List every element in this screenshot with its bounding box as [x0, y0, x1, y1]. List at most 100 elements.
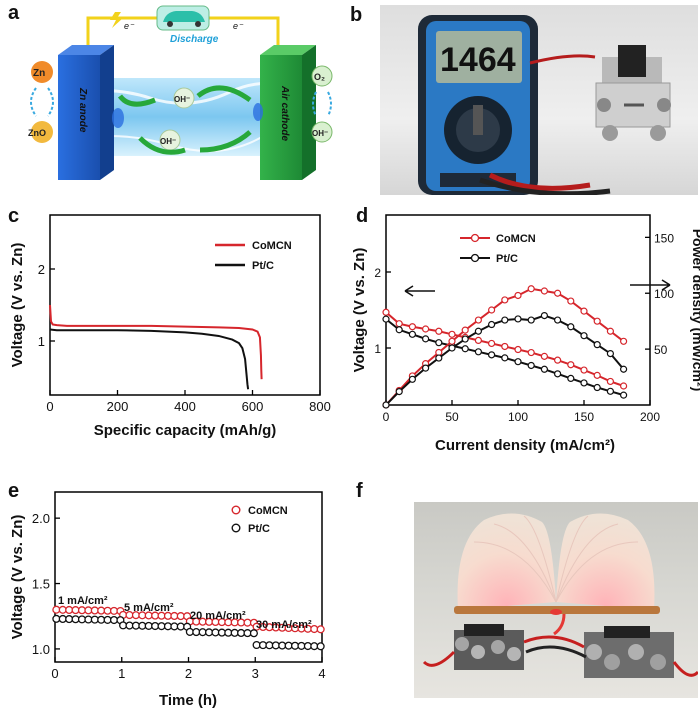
photo-book-lamp	[414, 502, 698, 698]
data-point-d-3-8	[488, 320, 496, 329]
data-point-d-3-17	[606, 349, 614, 358]
x-tick-label-c-0: 0	[46, 399, 53, 414]
legend-marker-e-0	[231, 505, 241, 515]
x-tick-label-e-2: 2	[185, 666, 192, 681]
battery-cells-right	[584, 626, 674, 678]
x-axis-label-d: Current density (mA/cm²)	[435, 437, 615, 454]
data-point-d-2-10	[514, 291, 522, 300]
rate-annotation-e-3: 30 mA/cm²	[256, 619, 312, 631]
data-point-d-2-18	[620, 337, 628, 345]
data-point-e-1-2-10	[249, 629, 258, 638]
data-point-d-1-0	[382, 315, 390, 323]
data-point-d-0-11	[527, 348, 535, 357]
x-tick-label-d-2: 100	[508, 410, 528, 424]
x-tick-label-e-3: 3	[252, 666, 259, 681]
data-point-d-0-14	[567, 361, 575, 369]
data-point-d-1-15	[580, 379, 588, 387]
data-point-d-3-11	[527, 316, 535, 324]
data-point-d-2-5	[448, 337, 456, 345]
data-point-d-1-17	[606, 387, 614, 395]
y2-axis-label-d: Power density (mW/cm²)	[690, 229, 700, 392]
x-tick-label-e-0: 0	[51, 666, 58, 681]
legend-marker-e-1	[231, 523, 241, 533]
data-point-d-3-2	[408, 375, 417, 383]
y-tick-label-c-1: 2	[38, 262, 45, 277]
data-point-d-0-13	[554, 356, 562, 364]
data-point-d-0-3	[421, 325, 430, 333]
data-point-d-0-12	[540, 352, 548, 360]
data-point-d-0-1	[395, 320, 403, 328]
data-point-d-3-3	[421, 364, 430, 372]
x-tick-label-c-2: 400	[174, 399, 196, 414]
data-point-d-2-17	[606, 327, 614, 335]
book-lamp	[454, 513, 660, 615]
y2-tick-label-d-0: 50	[654, 343, 668, 357]
data-point-d-2-7	[474, 316, 482, 324]
zn-air-battery-schematic: Discharge e⁻ e⁻ e⁻ e⁻ Zn anode Air catho…	[28, 5, 333, 180]
data-point-d-0-8	[488, 339, 496, 348]
data-point-d-0-5	[448, 330, 456, 338]
data-point-d-1-12	[540, 365, 548, 373]
legend-marker-d-0	[470, 233, 480, 243]
car-icon	[156, 5, 210, 31]
rate-annotation-e-0: 1 mA/cm²	[58, 595, 108, 607]
data-point-d-2-9	[501, 296, 509, 304]
x-tick-label-d-3: 150	[574, 410, 594, 424]
y2-tick-label-d-2: 150	[654, 231, 674, 245]
data-point-d-1-10	[514, 358, 522, 366]
legend-label-e-1: Pt/C	[248, 523, 270, 535]
y-axis-label-d: Voltage (V vs. Zn)	[351, 248, 368, 373]
zno-sphere	[31, 121, 53, 143]
data-point-d-2-14	[567, 297, 575, 305]
legend-label-d-0: CoMCN	[496, 233, 536, 245]
data-point-d-3-0	[382, 401, 390, 409]
oh-sphere-top	[173, 87, 195, 109]
data-point-d-0-7	[474, 336, 482, 344]
data-point-d-3-16	[593, 341, 601, 349]
x-tick-label-d-0: 0	[383, 410, 390, 424]
svg-text:OH⁻: OH⁻	[174, 95, 190, 104]
data-point-e-1-3-10	[316, 642, 325, 651]
svg-text:Zn: Zn	[33, 68, 45, 79]
legend-label-d-1: Pt/C	[496, 253, 518, 265]
data-point-d-2-12	[540, 287, 548, 295]
plot-frame-e	[54, 491, 323, 663]
data-point-d-3-1	[395, 387, 403, 396]
data-point-d-0-2	[408, 323, 417, 331]
data-point-d-1-6	[461, 345, 469, 353]
svg-text:O₂: O₂	[314, 72, 325, 82]
x-tick-label-d-4: 200	[640, 410, 660, 424]
arrow-to-left-axis	[404, 285, 435, 297]
lightning-icon	[110, 12, 123, 28]
series-line-c-1	[49, 328, 250, 390]
data-point-d-3-9	[501, 316, 509, 324]
data-point-d-3-7	[474, 327, 482, 335]
data-point-d-1-2	[408, 330, 417, 338]
y-tick-label-e-1: 1.5	[32, 577, 50, 592]
legend-marker-d-1	[470, 253, 480, 263]
data-point-d-3-12	[540, 311, 548, 320]
x-tick-label-c-1: 200	[107, 399, 129, 414]
discharge-label: Discharge	[170, 34, 219, 45]
legend-label-c-0: CoMCN	[252, 240, 292, 252]
panel-letter-d: d	[356, 205, 369, 227]
data-point-e-0-3-10	[316, 625, 325, 634]
x-tick-label-e-4: 4	[318, 666, 325, 681]
data-point-d-2-15	[580, 307, 588, 315]
data-point-d-1-18	[620, 391, 628, 399]
data-point-d-0-17	[606, 377, 614, 386]
series-line-c-0	[49, 304, 263, 380]
data-point-d-3-10	[514, 315, 522, 323]
x-tick-label-d-1: 50	[445, 410, 459, 424]
data-point-d-1-4	[435, 339, 443, 347]
chart-d-polarization-power: 0 50 100 150 200 1 2 50 100 150 Current density (m…	[351, 214, 700, 454]
panel-letter-b: b	[350, 4, 363, 26]
y-tick-label-c-0: 1	[38, 334, 45, 349]
data-point-d-0-18	[620, 382, 628, 390]
x-tick-label-c-3: 600	[242, 399, 264, 414]
data-point-d-1-13	[554, 370, 562, 378]
data-point-d-3-14	[567, 323, 575, 331]
chart-e-rate-discharge: 0 1 2 3 4 1.0 1.5 2.0 1 mA/cm² 5 mA/cm² 20 mA/cm² 3…	[9, 491, 326, 709]
arrow-to-right-axis	[630, 279, 671, 291]
y-tick-label-d-0: 1	[374, 342, 381, 356]
